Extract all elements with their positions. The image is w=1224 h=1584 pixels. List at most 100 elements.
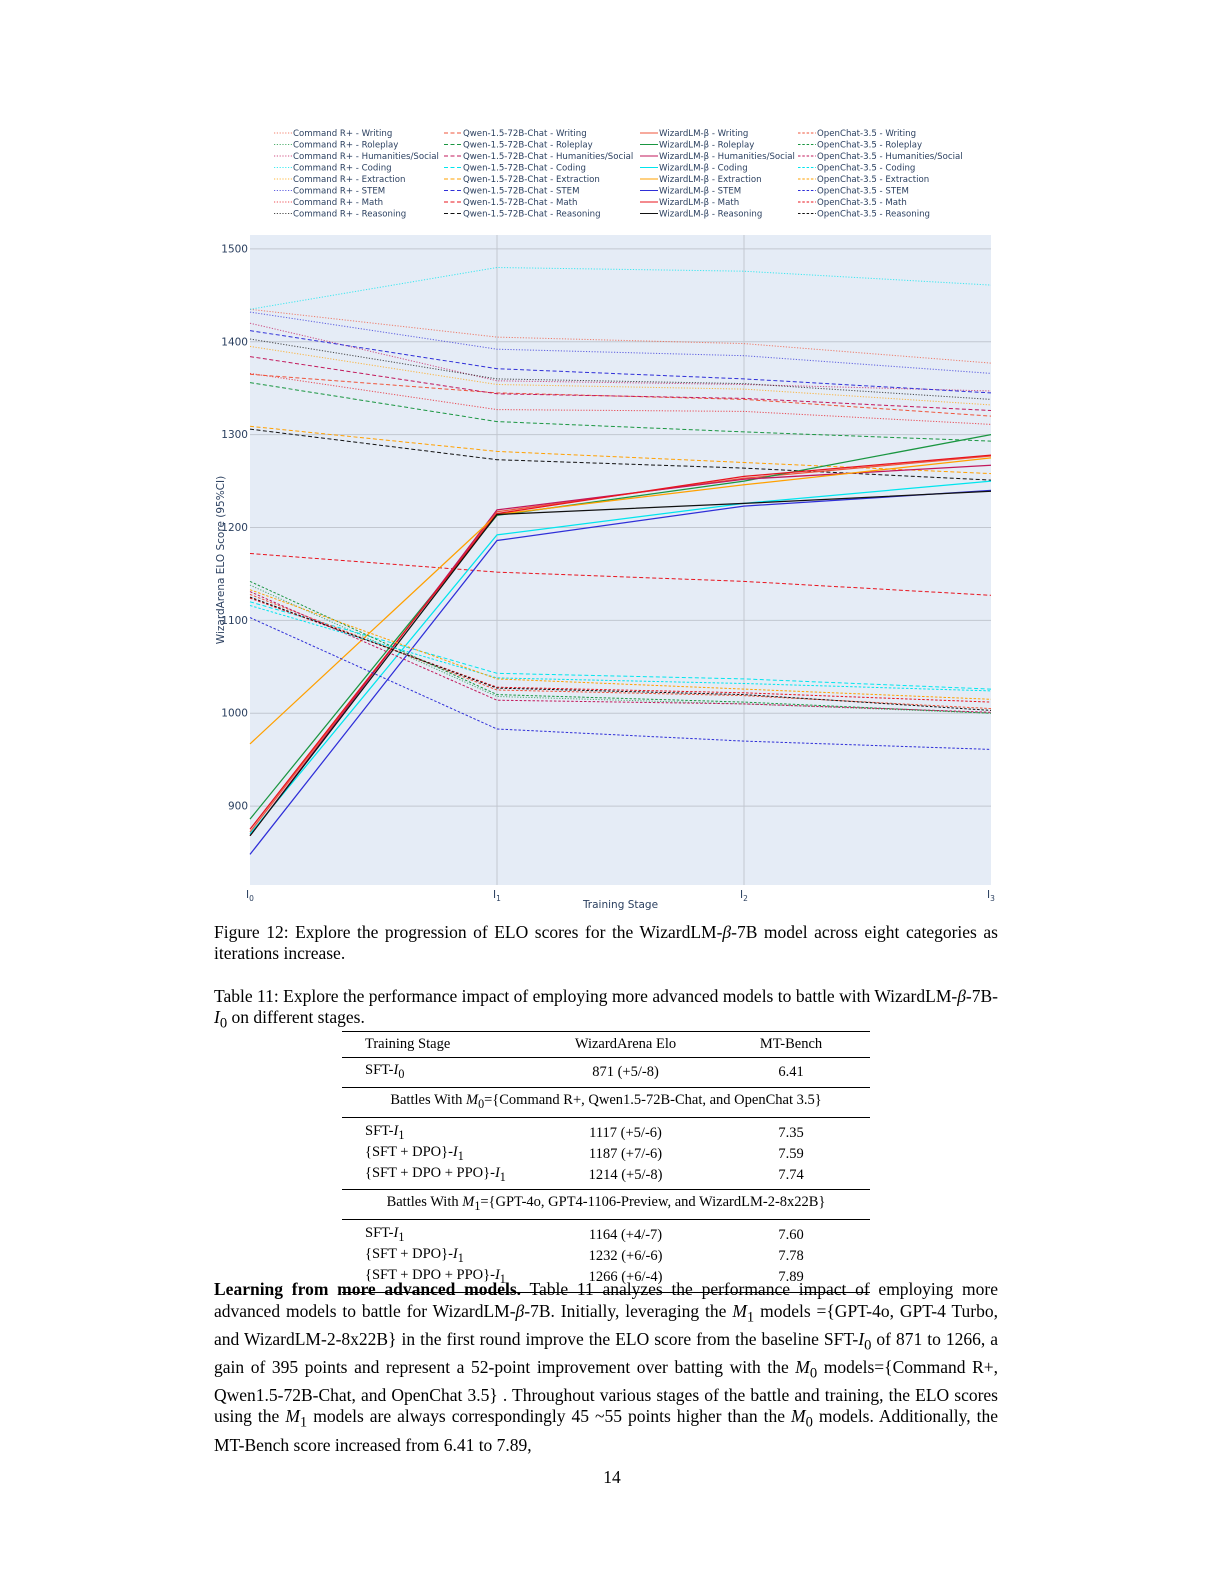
mt-bench-value: 7.59 <box>778 1145 804 1162</box>
elo-value: 1214 (+5/-8) <box>588 1166 663 1183</box>
group-header-m0: Battles With M0={Command R+, Qwen1.5-72B… <box>342 1086 870 1118</box>
stage-name: SFT-I1 <box>342 1117 539 1143</box>
legend-label: Command R+ - Humanities/Social <box>293 152 439 162</box>
legend-item: WizardLM-β - Writing <box>640 129 748 139</box>
series-line <box>249 490 992 837</box>
series-line <box>249 596 992 711</box>
legend-item: Command R+ - Coding <box>274 164 392 174</box>
legend-label: WizardLM-β - STEM <box>659 187 741 197</box>
legend-item: Qwen-1.5-72B-Chat - STEM <box>444 187 580 197</box>
x-tick-label: I1 <box>493 889 501 903</box>
group-title-prefix: Battles With <box>390 1091 466 1108</box>
elo-value: 1232 (+6/-6) <box>588 1248 663 1265</box>
series-line <box>249 454 992 830</box>
table-row: {SFT + DPO + PPO}-I1 1266 (+6/-4) 7.89 <box>342 1267 870 1294</box>
legend-label: Qwen-1.5-72B-Chat - Roleplay <box>463 141 593 151</box>
series-line <box>249 601 992 690</box>
iteration-symbol: I <box>393 1225 399 1242</box>
legend-label: Qwen-1.5-72B-Chat - Math <box>463 198 577 208</box>
series-line <box>249 580 992 714</box>
legend-item: OpenChat-3.5 - Coding <box>798 164 915 174</box>
legend-item: WizardLM-β - STEM <box>640 187 741 197</box>
page-number: 14 <box>603 1467 621 1487</box>
legend-label: Qwen-1.5-72B-Chat - STEM <box>463 187 580 197</box>
legend-item: Qwen-1.5-72B-Chat - Reasoning <box>444 210 601 220</box>
beta-symbol: β <box>957 986 966 1006</box>
legend-label: WizardLM-β - Math <box>659 198 739 208</box>
series-line <box>249 322 992 392</box>
iteration-subscript: 1 <box>398 1230 405 1245</box>
table-caption-text: on different stages. <box>227 1007 365 1027</box>
stage-prefix: SFT- <box>365 1122 394 1139</box>
model-set-symbol: M <box>285 1406 300 1427</box>
x-tick-label: I2 <box>740 889 748 903</box>
mt-bench-value: 7.74 <box>778 1166 804 1183</box>
figure-label: Figure 12: <box>214 922 289 942</box>
series-line <box>249 553 992 596</box>
series-line <box>249 308 992 364</box>
legend-item: Qwen-1.5-72B-Chat - Math <box>444 198 577 208</box>
elo-value: 871 (+5/-8) <box>592 1063 659 1080</box>
series-line <box>249 311 992 374</box>
y-tick-label: 1300 <box>221 429 248 441</box>
stage-name: SFT-I1 <box>342 1220 539 1246</box>
iteration-symbol: I <box>494 1164 500 1181</box>
legend-label: Qwen-1.5-72B-Chat - Reasoning <box>463 210 601 220</box>
series-line <box>249 433 992 820</box>
legend-label: Qwen-1.5-72B-Chat - Humanities/Social <box>463 152 633 162</box>
legend-label: OpenChat-3.5 - Writing <box>817 129 916 139</box>
legend-item: Qwen-1.5-72B-Chat - Coding <box>444 164 586 174</box>
iteration-symbol: I <box>393 1122 399 1139</box>
series-line <box>249 589 992 700</box>
model-set-subscript: 1 <box>474 1199 481 1214</box>
stage-prefix: SFT- <box>365 1225 394 1242</box>
table-row: {SFT + DPO}-I1 1187 (+7/-6) 7.59 <box>342 1144 870 1165</box>
elo-line-chart: 900 1000 1100 1200 1300 1400 1500 I0 I1 I2 I3 Train… <box>215 129 995 911</box>
group-header-m1: Battles With M1={GPT-4o, GPT4-1106-Previ… <box>342 1189 870 1221</box>
legend-item: WizardLM-β - Reasoning <box>640 210 762 220</box>
plot-area <box>250 235 991 885</box>
legend-item: WizardLM-β - Coding <box>640 164 748 174</box>
legend-item: Qwen-1.5-72B-Chat - Extraction <box>444 175 600 185</box>
legend-item: Qwen-1.5-72B-Chat - Roleplay <box>444 141 593 151</box>
iteration-symbol: I <box>452 1246 458 1263</box>
legend-label: OpenChat-3.5 - Math <box>817 198 907 208</box>
x-axis-title: Training Stage <box>582 899 658 911</box>
table-header-row: Training Stage WizardArena Elo MT-Bench <box>342 1031 870 1058</box>
table-caption-text: -7B- <box>965 986 998 1006</box>
legend-item: OpenChat-3.5 - Writing <box>798 129 916 139</box>
model-set-subscript: 0 <box>809 1365 818 1382</box>
mt-bench-value: 7.89 <box>712 1267 870 1294</box>
paragraph-text: -7B. Initially, leveraging the <box>524 1300 733 1321</box>
legend-label: OpenChat-3.5 - Extraction <box>817 175 929 185</box>
series-line <box>249 617 992 750</box>
figure-caption: Figure 12: Explore the progression of EL… <box>214 922 998 964</box>
elo-value: 1187 (+7/-6) <box>588 1145 663 1162</box>
y-axis-title: WizardArena ELO Score (95%CI) <box>215 476 227 644</box>
legend-item: WizardLM-β - Roleplay <box>640 141 754 151</box>
legend-label: Command R+ - Coding <box>293 164 392 174</box>
legend-label: Command R+ - Reasoning <box>293 210 406 220</box>
model-set-subscript: 1 <box>746 1309 755 1326</box>
series-line <box>249 457 992 745</box>
paragraph-text: models={Command R+, Qwen1.5-72B-Chat, an… <box>214 1356 998 1427</box>
series-line <box>249 597 992 703</box>
legend-item: Qwen-1.5-72B-Chat - Humanities/Social <box>444 152 633 162</box>
legend-label: Command R+ - STEM <box>293 187 385 197</box>
model-set-subscript: 0 <box>478 1096 485 1111</box>
iteration-subscript: 0 <box>219 1015 228 1032</box>
iteration-subscript: 1 <box>499 1272 506 1287</box>
model-set-symbol: M <box>732 1300 747 1321</box>
model-set-symbol: M <box>465 1091 479 1108</box>
legend-item: Command R+ - Math <box>274 198 383 208</box>
mt-bench-value: 7.35 <box>778 1124 804 1141</box>
legend-label: Command R+ - Extraction <box>293 175 406 185</box>
series-line <box>249 382 992 442</box>
legend-item: Command R+ - Extraction <box>274 175 406 185</box>
results-table: Training Stage WizardArena Elo MT-Bench … <box>342 1031 870 1294</box>
series-line <box>249 356 992 411</box>
series-line <box>249 593 992 710</box>
mt-bench-value: 7.78 <box>778 1248 804 1265</box>
table-label: Table 11: <box>214 986 279 1006</box>
figure-caption-text: Explore the progression of ELO scores fo… <box>295 922 723 942</box>
